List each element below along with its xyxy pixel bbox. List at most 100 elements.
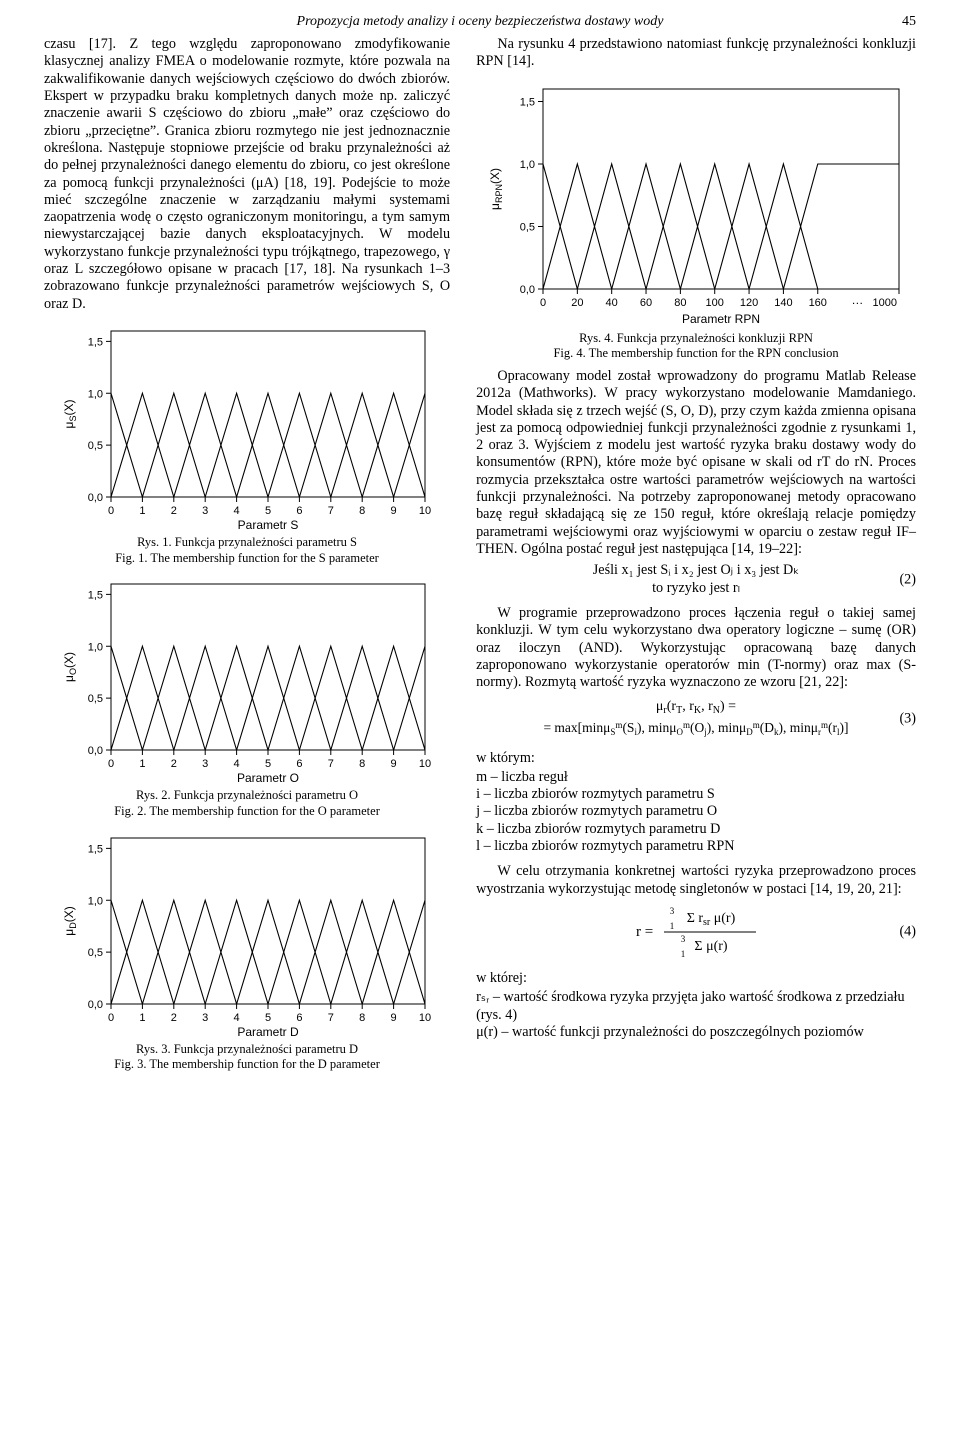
svg-text:0: 0 (108, 505, 114, 517)
svg-text:3: 3 (670, 906, 675, 916)
svg-text:2: 2 (171, 1012, 177, 1024)
svg-text:140: 140 (774, 297, 792, 309)
svg-text:10: 10 (419, 758, 431, 770)
svg-text:40: 40 (606, 297, 618, 309)
svg-text:Parametr S: Parametr S (238, 518, 299, 532)
fig1-caption-pl: Rys. 1. Funkcja przynależności parametru… (137, 535, 357, 549)
svg-text:7: 7 (328, 505, 334, 517)
svg-text:μRPN(X): μRPN(X) (488, 168, 504, 210)
svg-text:0: 0 (108, 1012, 114, 1024)
svg-text:r =: r = (636, 924, 653, 940)
right-paragraph-1: Na rysunku 4 przedstawiono natomiast fun… (476, 36, 916, 71)
svg-text:Σ rsr μ(r): Σ rsr μ(r) (687, 911, 736, 928)
svg-text:1,0: 1,0 (88, 388, 103, 400)
svg-text:7: 7 (328, 1012, 334, 1024)
svg-text:100: 100 (706, 297, 724, 309)
fig4-caption-en: Fig. 4. The membership function for the … (553, 346, 838, 360)
svg-text:5: 5 (265, 758, 271, 770)
where-list-2: rₛᵣ – wartość środkowa ryzyka przyjęta j… (476, 989, 916, 1041)
page: Propozycja metody analizy i oceny bezpie… (0, 0, 960, 1103)
equation-2: Jeśli x₁ jest Sᵢ i x₂ jest Oⱼ i x₃ jest … (476, 562, 916, 597)
svg-text:μD(X): μD(X) (62, 906, 78, 935)
svg-text:6: 6 (296, 758, 302, 770)
svg-text:1,5: 1,5 (88, 336, 103, 348)
where-item: j – liczba zbiorów rozmytych parametru O (476, 803, 916, 820)
svg-text:μr(rT, rK, rN) =: μr(rT, rK, rN) = (656, 699, 736, 716)
svg-text:…: … (851, 293, 863, 307)
svg-text:160: 160 (809, 297, 827, 309)
svg-text:1,5: 1,5 (88, 590, 103, 602)
page-number: 45 (902, 14, 916, 30)
where-list-1: m – liczba regułi – liczba zbiorów rozmy… (476, 769, 916, 856)
svg-text:2: 2 (171, 505, 177, 517)
where-item: μ(r) – wartość funkcji przynależności do… (476, 1024, 916, 1041)
svg-text:1,5: 1,5 (520, 96, 535, 108)
svg-text:1: 1 (139, 758, 145, 770)
running-head: Propozycja metody analizy i oceny bezpie… (44, 14, 916, 30)
svg-text:μS(X): μS(X) (62, 400, 78, 429)
fig2-caption: Rys. 2. Funkcja przynależności parametru… (44, 788, 450, 819)
svg-text:4: 4 (234, 1012, 240, 1024)
right-column: Na rysunku 4 przedstawiono natomiast fun… (476, 36, 916, 1079)
svg-text:1: 1 (670, 921, 675, 931)
svg-text:1,5: 1,5 (88, 843, 103, 855)
svg-text:1,0: 1,0 (88, 895, 103, 907)
fig1-caption-en: Fig. 1. The membership function for the … (115, 551, 379, 565)
svg-text:1,0: 1,0 (520, 159, 535, 171)
svg-text:Parametr D: Parametr D (237, 1025, 299, 1039)
svg-text:8: 8 (359, 505, 365, 517)
fig1-caption: Rys. 1. Funkcja przynależności parametru… (44, 535, 450, 566)
svg-text:9: 9 (391, 758, 397, 770)
svg-text:5: 5 (265, 505, 271, 517)
svg-text:3: 3 (681, 934, 686, 944)
svg-text:3: 3 (202, 1012, 208, 1024)
fig2-caption-en: Fig. 2. The membership function for the … (114, 804, 380, 818)
where-item: k – liczba zbiorów rozmytych parametru D (476, 821, 916, 838)
svg-text:0,0: 0,0 (88, 745, 103, 757)
svg-text:4: 4 (234, 505, 240, 517)
svg-text:Parametr RPN: Parametr RPN (682, 312, 760, 326)
eq4-svg: r = Σ rsr μ(r) 3 1 Σ μ(r) 3 1 (616, 902, 776, 962)
right-paragraph-3: W programie przeprowadzono proces łączen… (476, 605, 916, 692)
where-item: m – liczba reguł (476, 769, 916, 786)
svg-text:120: 120 (740, 297, 758, 309)
svg-text:8: 8 (359, 758, 365, 770)
svg-text:60: 60 (640, 297, 652, 309)
running-head-text: Propozycja metody analizy i oceny bezpie… (297, 14, 664, 29)
svg-text:0,5: 0,5 (88, 693, 103, 705)
right-paragraph-2: Opracowany model został wprowadzony do p… (476, 368, 916, 558)
fig4-caption: Rys. 4. Funkcja przynależności konkluzji… (476, 331, 916, 362)
right-paragraph-4: W celu otrzymania konkretnej wartości ry… (476, 863, 916, 898)
svg-text:1: 1 (681, 949, 686, 959)
svg-text:20: 20 (571, 297, 583, 309)
eq2-line2: to ryzyko jest rₗ (652, 580, 740, 596)
svg-text:Σ μ(r): Σ μ(r) (694, 939, 727, 954)
equation-4: r = Σ rsr μ(r) 3 1 Σ μ(r) 3 1 (4) (476, 902, 916, 962)
membership-chart-d: 0,00,51,01,5012345678910Parametr DμD(X) (57, 830, 437, 1040)
two-column-layout: czasu [17]. Z tego względu zaproponowano… (44, 36, 916, 1079)
svg-text:μO(X): μO(X) (62, 652, 78, 682)
svg-text:0,0: 0,0 (520, 284, 535, 296)
svg-text:Parametr O: Parametr O (237, 771, 299, 785)
svg-text:0: 0 (540, 297, 546, 309)
svg-text:10: 10 (419, 1012, 431, 1024)
fig3-caption: Rys. 3. Funkcja przynależności parametru… (44, 1042, 450, 1073)
membership-chart-rpn: 0,00,51,01,5020406080100120140160…1000Pa… (481, 81, 911, 329)
svg-text:0,0: 0,0 (88, 492, 103, 504)
svg-text:8: 8 (359, 1012, 365, 1024)
svg-text:6: 6 (296, 1012, 302, 1024)
where-label-2: w której: (476, 970, 916, 987)
svg-text:3: 3 (202, 505, 208, 517)
membership-chart-s: 0,00,51,01,5012345678910Parametr SμS(X) (57, 323, 437, 533)
svg-text:1,0: 1,0 (88, 642, 103, 654)
svg-text:9: 9 (391, 505, 397, 517)
equation-3: μr(rT, rK, rN) = = max[minμSm(Si), minμO… (476, 696, 916, 742)
svg-text:1: 1 (139, 1012, 145, 1024)
where-item: i – liczba zbiorów rozmytych parametru S (476, 786, 916, 803)
svg-text:0,5: 0,5 (520, 221, 535, 233)
fig3-caption-en: Fig. 3. The membership function for the … (114, 1057, 380, 1071)
svg-text:2: 2 (171, 758, 177, 770)
svg-text:1: 1 (139, 505, 145, 517)
svg-text:0,5: 0,5 (88, 947, 103, 959)
where-item: l – liczba zbiorów rozmytych parametru R… (476, 838, 916, 855)
